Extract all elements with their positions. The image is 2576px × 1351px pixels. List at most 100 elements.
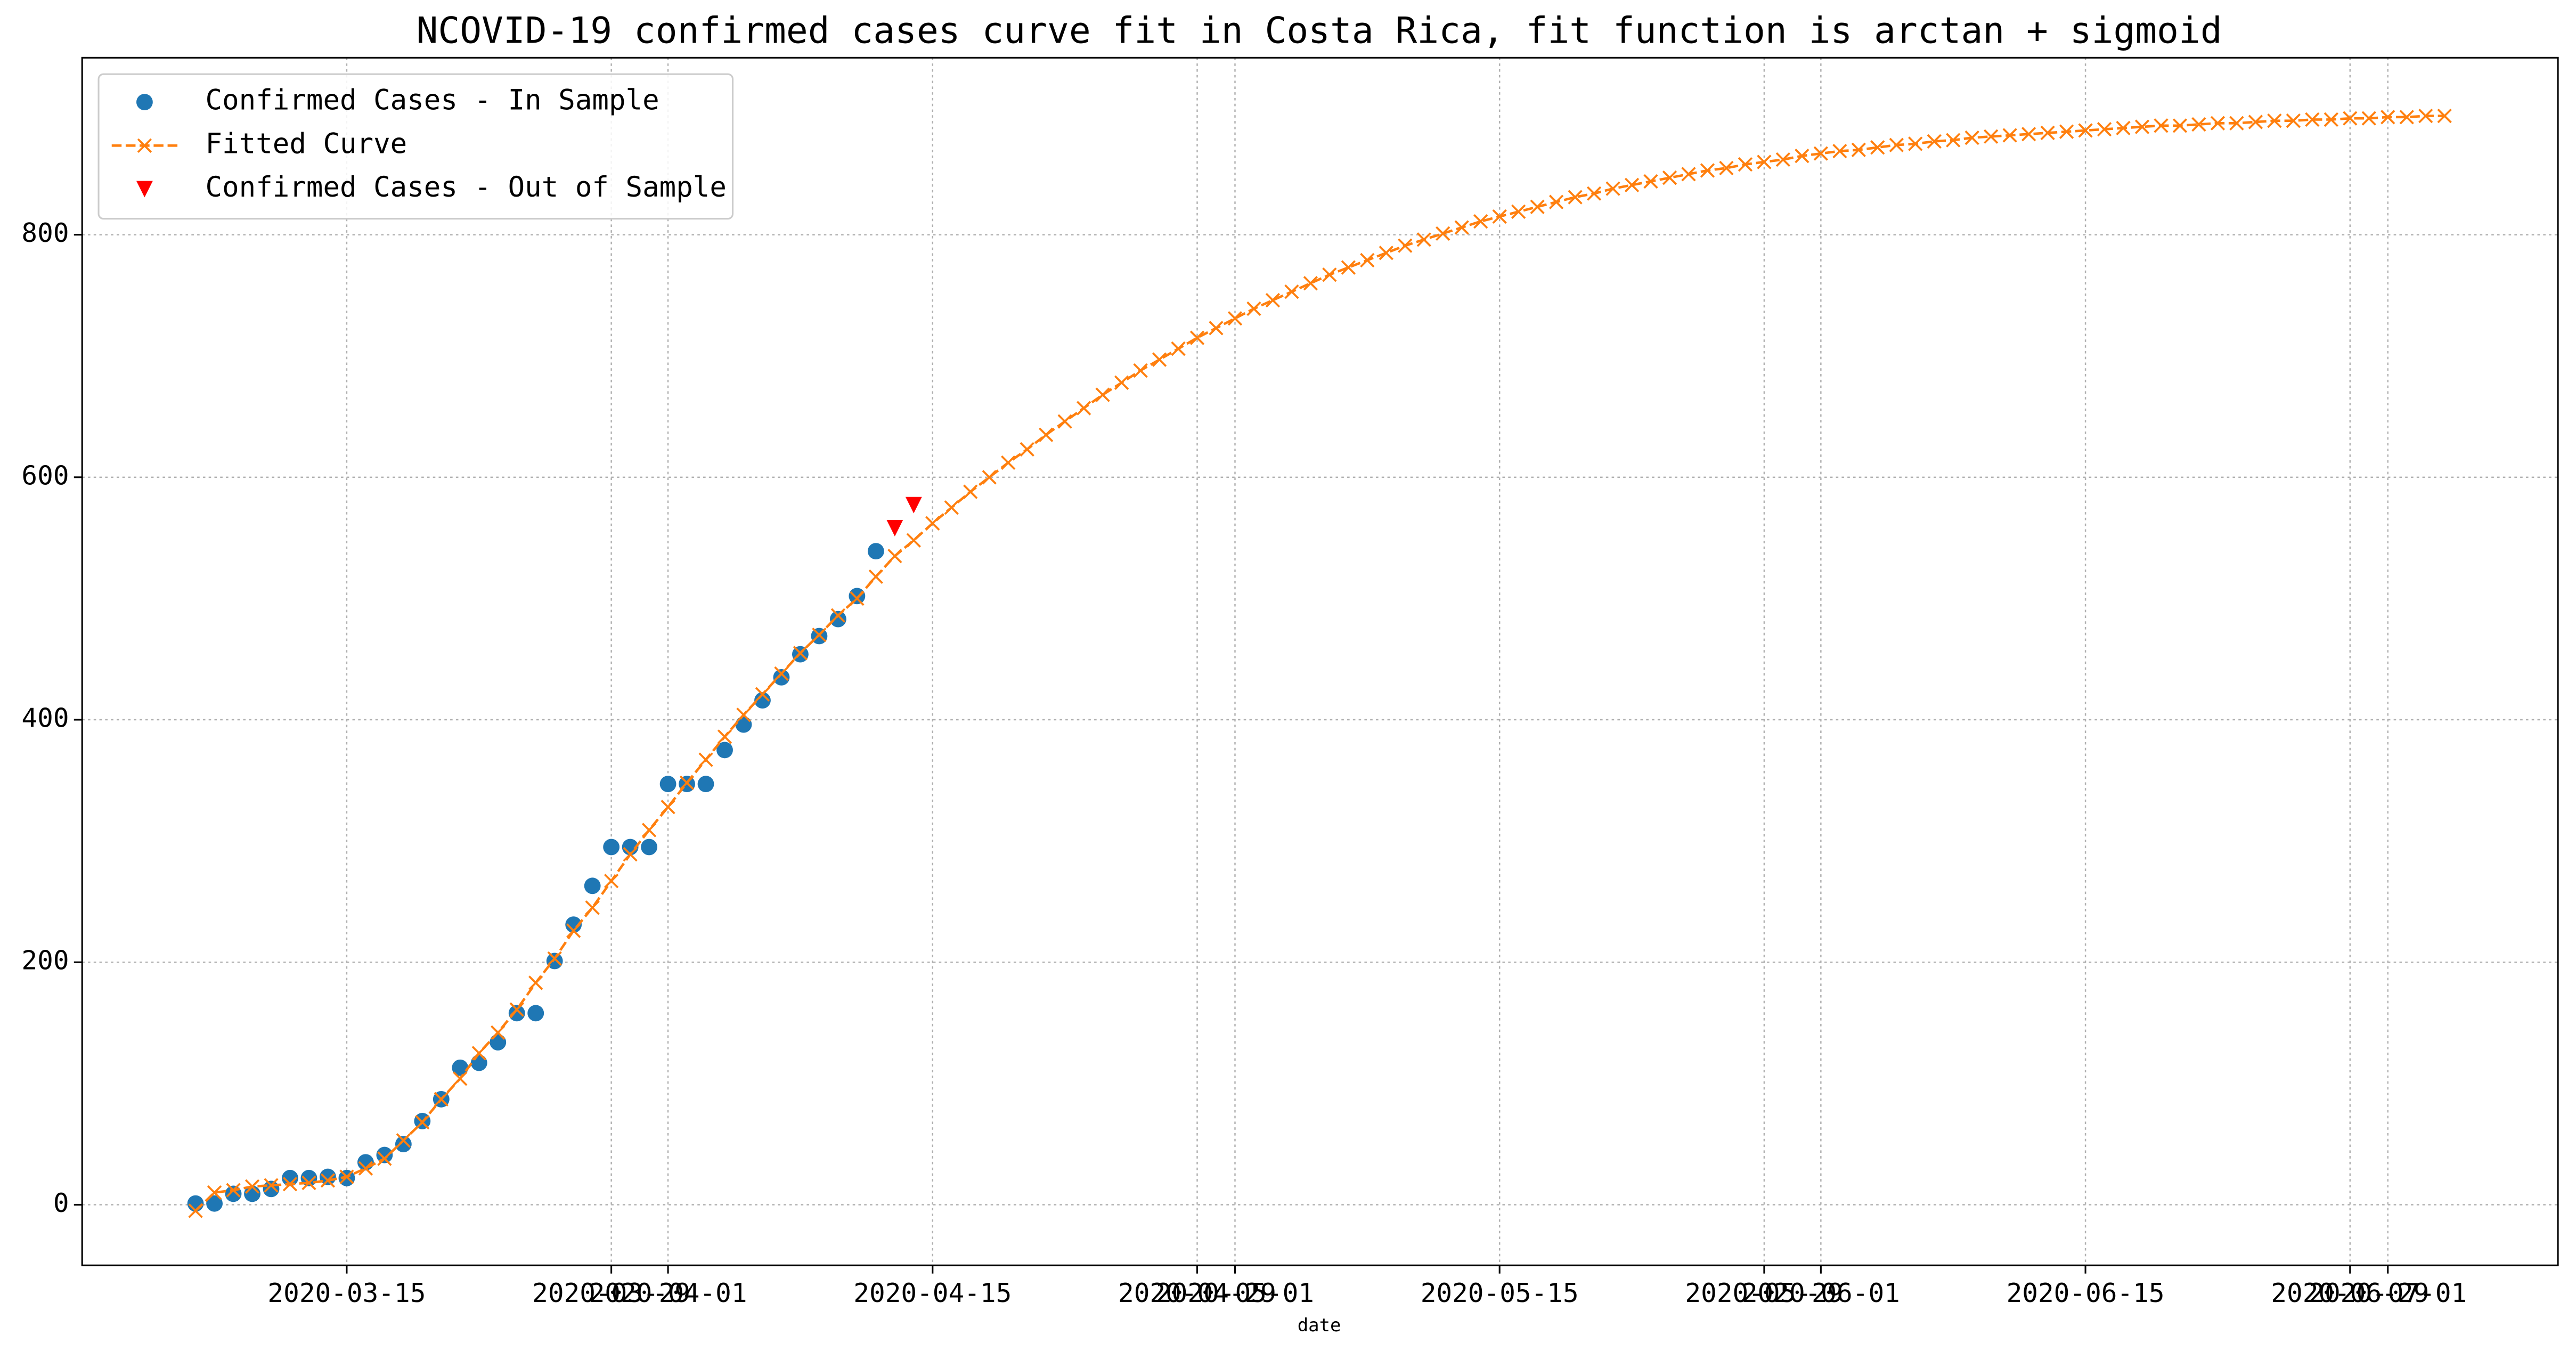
x-axis-label: date bbox=[1298, 1315, 1341, 1336]
data-point bbox=[395, 1136, 412, 1153]
data-point bbox=[1379, 246, 1393, 261]
data-point bbox=[1436, 226, 1450, 241]
x-tick-label: 2020-04-01 bbox=[589, 1277, 747, 1308]
data-point bbox=[1870, 140, 1885, 155]
data-point bbox=[2324, 112, 2338, 127]
data-point bbox=[1322, 267, 1337, 282]
data-point bbox=[1662, 170, 1677, 185]
data-point bbox=[1303, 276, 1318, 291]
data-point bbox=[282, 1169, 298, 1186]
data-point bbox=[1209, 321, 1224, 336]
fitted-line bbox=[194, 115, 2445, 1212]
legend-marker bbox=[136, 181, 153, 198]
data-point bbox=[1114, 375, 1129, 390]
data-point bbox=[2418, 108, 2433, 124]
data-point bbox=[659, 776, 676, 793]
plot-frame bbox=[81, 56, 2559, 1266]
data-point bbox=[471, 1046, 486, 1061]
data-point bbox=[2040, 125, 2055, 141]
data-point bbox=[716, 742, 733, 759]
data-point bbox=[2286, 113, 2301, 128]
data-point bbox=[697, 776, 714, 793]
data-point bbox=[1775, 152, 1791, 167]
data-point bbox=[244, 1179, 260, 1194]
data-point bbox=[2059, 124, 2074, 139]
data-point bbox=[849, 588, 866, 605]
data-point bbox=[812, 628, 827, 642]
data-point bbox=[264, 1178, 279, 1193]
data-point bbox=[963, 484, 978, 499]
data-point bbox=[755, 687, 770, 702]
data-point bbox=[490, 1034, 507, 1051]
data-point bbox=[452, 1059, 469, 1076]
data-point bbox=[1454, 220, 1469, 235]
data-point bbox=[2267, 113, 2282, 128]
data-point bbox=[1189, 330, 1205, 345]
data-point bbox=[736, 707, 751, 722]
legend-marker bbox=[136, 94, 153, 111]
data-point bbox=[2097, 121, 2112, 137]
data-point bbox=[2248, 115, 2263, 129]
data-point bbox=[508, 1005, 525, 1022]
data-point bbox=[1341, 260, 1356, 275]
data-point bbox=[1001, 455, 1016, 470]
data-point bbox=[850, 591, 865, 606]
data-point bbox=[206, 1195, 223, 1212]
data-point bbox=[396, 1133, 411, 1148]
data-point bbox=[2078, 123, 2093, 138]
x-tick-label: 2020-07-01 bbox=[2309, 1277, 2467, 1308]
data-point bbox=[1511, 204, 1526, 219]
y-tick-label: 0 bbox=[53, 1187, 69, 1218]
data-point bbox=[263, 1181, 280, 1198]
x-tick-label: 2020-04-29 bbox=[1118, 1277, 1276, 1308]
data-point bbox=[1851, 142, 1866, 157]
data-point bbox=[1020, 442, 1034, 457]
data-point bbox=[830, 608, 846, 623]
data-point bbox=[2210, 116, 2226, 131]
data-point bbox=[1473, 214, 1488, 229]
x-tick-label: 2020-05-29 bbox=[1685, 1277, 1843, 1308]
data-point bbox=[2172, 118, 2188, 133]
data-point bbox=[1492, 209, 1507, 224]
data-point bbox=[470, 1054, 487, 1071]
data-point bbox=[1530, 199, 1545, 214]
data-point bbox=[604, 874, 619, 889]
data-point bbox=[584, 877, 601, 894]
x-tick-label: 2020-04-15 bbox=[853, 1277, 1012, 1308]
data-point bbox=[793, 646, 808, 661]
data-point bbox=[887, 549, 902, 564]
data-point bbox=[2134, 119, 2150, 134]
data-point bbox=[906, 533, 921, 548]
y-tick-label: 400 bbox=[21, 703, 69, 734]
data-point bbox=[2361, 111, 2376, 126]
data-point bbox=[1095, 387, 1110, 402]
data-point bbox=[1984, 129, 1999, 144]
data-point bbox=[1360, 253, 1375, 268]
data-point bbox=[546, 953, 563, 970]
legend-label: Confirmed Cases - Out of Sample bbox=[206, 171, 727, 204]
data-point bbox=[679, 775, 695, 791]
data-point bbox=[829, 611, 846, 628]
data-point bbox=[358, 1161, 373, 1176]
data-point bbox=[1398, 238, 1413, 253]
data-point bbox=[603, 839, 620, 856]
x-tick-label: 2020-03-15 bbox=[267, 1277, 426, 1308]
data-point bbox=[509, 1002, 524, 1017]
data-point bbox=[1227, 311, 1243, 326]
data-point bbox=[1738, 157, 1753, 172]
data-point bbox=[1568, 190, 1583, 205]
data-point bbox=[188, 1203, 203, 1218]
data-point bbox=[1700, 163, 1715, 178]
data-point bbox=[754, 692, 771, 709]
data-point bbox=[207, 1185, 222, 1200]
data-point bbox=[1832, 143, 1847, 159]
data-point bbox=[2229, 116, 2244, 131]
x-tick-label: 2020-03-29 bbox=[532, 1277, 690, 1308]
data-point bbox=[1889, 137, 1904, 152]
data-point bbox=[1927, 134, 1942, 149]
x-tick-label: 2020-06-15 bbox=[2007, 1277, 2165, 1308]
data-point bbox=[1681, 167, 1696, 182]
data-point bbox=[434, 1092, 449, 1107]
data-point bbox=[868, 569, 884, 584]
